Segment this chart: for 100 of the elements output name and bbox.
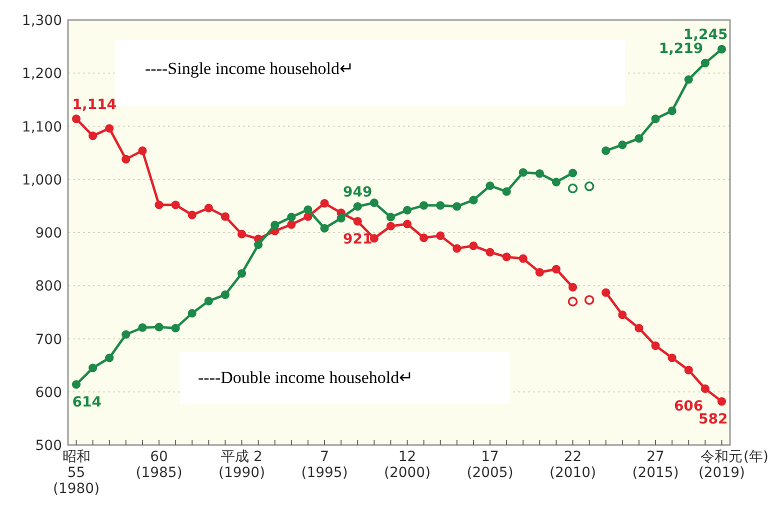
point (122, 330, 130, 339)
point (568, 296, 578, 306)
point (287, 212, 296, 222)
point (651, 114, 660, 124)
data-label: 1,219 (658, 41, 704, 58)
data-label: 921 (343, 231, 372, 248)
x-tick-label: 平成 2 (1990) (218, 449, 266, 482)
point (420, 201, 428, 210)
point (320, 198, 329, 208)
y-tick-label: 900 (35, 226, 62, 242)
point (668, 354, 676, 362)
x-tick-label: 12 (2000) (384, 449, 431, 482)
point (602, 288, 610, 297)
point (204, 204, 213, 212)
point (370, 198, 378, 208)
point (618, 140, 627, 150)
point (552, 264, 561, 274)
point (700, 384, 710, 393)
point (502, 252, 511, 262)
point (618, 310, 627, 320)
point (171, 200, 180, 210)
point (204, 296, 213, 306)
y-tick-label: 1,300 (22, 13, 62, 29)
point (353, 217, 362, 226)
x-tick-label: 7 (1995) (301, 449, 348, 482)
x-tick-label: 17 (2005) (466, 449, 514, 482)
annotation: ----Double income household↵ (198, 368, 414, 387)
point (502, 187, 511, 196)
point (518, 254, 528, 263)
x-tick-label: 22 (2010) (549, 449, 596, 482)
point (154, 200, 164, 210)
point (188, 210, 196, 220)
point (254, 240, 263, 250)
point (436, 201, 445, 210)
point (634, 324, 644, 332)
x-tick-label: 27 (2015) (632, 449, 679, 482)
point (105, 124, 114, 133)
data-label: 1,114 (72, 96, 117, 113)
point (386, 212, 396, 222)
point (602, 146, 610, 155)
point (353, 202, 362, 211)
point (469, 196, 478, 204)
point (105, 354, 114, 362)
point (122, 154, 130, 164)
point (420, 234, 428, 242)
point (568, 184, 578, 194)
data-label: 582 (698, 411, 728, 428)
point (452, 244, 462, 253)
point (535, 268, 544, 277)
point (270, 220, 280, 230)
x-tick-label: 60 (1985) (136, 449, 182, 482)
point (584, 295, 594, 305)
data-label: 949 (343, 184, 372, 200)
point (287, 220, 296, 229)
y-tick-label: 800 (35, 278, 62, 295)
point (138, 323, 147, 332)
point (402, 206, 412, 214)
y-tick-label: 600 (35, 384, 62, 401)
point (486, 248, 494, 256)
point (634, 134, 644, 143)
point (138, 146, 147, 155)
point (668, 106, 676, 116)
point (72, 380, 81, 389)
x-axis-title: (年) (744, 449, 768, 465)
point (237, 230, 246, 238)
point (700, 58, 710, 68)
point (220, 212, 230, 221)
data-label: 614 (72, 394, 102, 410)
point (386, 222, 396, 230)
point (584, 181, 594, 192)
point (486, 181, 494, 190)
point (237, 269, 246, 278)
point (568, 282, 578, 292)
point (518, 168, 528, 177)
point (88, 364, 98, 372)
x-tick-label: 令和元 (2019) (698, 449, 746, 482)
y-tick-label: 1,200 (22, 66, 62, 82)
point (651, 341, 660, 350)
point (535, 169, 544, 178)
point (304, 205, 312, 214)
point (552, 178, 561, 186)
point (568, 168, 578, 178)
annotation: ----Single income household↵ (145, 59, 354, 78)
point (72, 114, 81, 124)
point (220, 290, 230, 299)
y-tick-label: 1,000 (22, 172, 62, 188)
y-tick-label: 700 (35, 332, 62, 348)
data-label: 1,245 (683, 27, 728, 44)
point (402, 220, 412, 228)
point (336, 214, 346, 222)
point (684, 366, 693, 374)
y-tick-label: 1,100 (22, 119, 62, 136)
point (188, 308, 196, 318)
point (684, 75, 693, 84)
point (469, 241, 478, 250)
point (88, 132, 98, 140)
point (717, 397, 726, 406)
point (320, 224, 329, 233)
point (171, 324, 180, 332)
point (154, 322, 164, 332)
